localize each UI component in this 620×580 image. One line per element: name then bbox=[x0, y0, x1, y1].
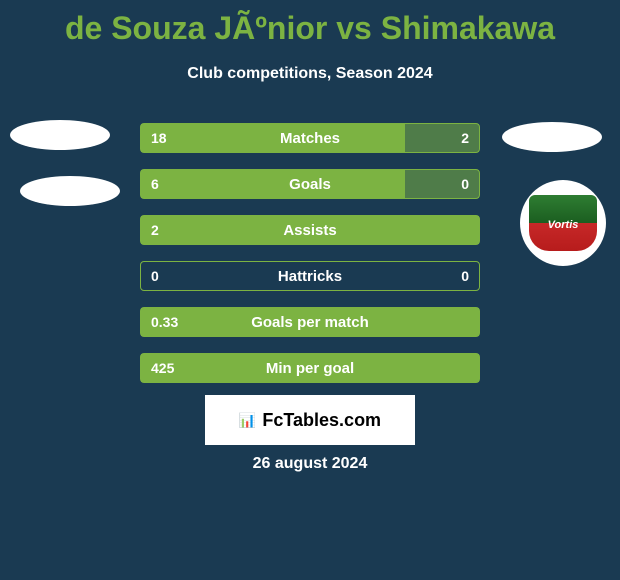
player-left-placeholder-1 bbox=[10, 120, 110, 150]
stat-label: Assists bbox=[141, 222, 479, 239]
team-right-logo: Vortis bbox=[520, 180, 606, 266]
team-logo-shape: Vortis bbox=[529, 195, 597, 251]
player-right-placeholder-1 bbox=[502, 122, 602, 152]
stat-row-min-per-goal: 425 Min per goal bbox=[140, 353, 480, 383]
team-logo-text: Vortis bbox=[529, 219, 597, 231]
player-left-placeholder-2 bbox=[20, 176, 120, 206]
stat-row-assists: 2 Assists bbox=[140, 215, 480, 245]
stat-label: Goals bbox=[141, 176, 479, 193]
footer-brand-text: FcTables.com bbox=[262, 410, 381, 431]
stat-label: Goals per match bbox=[141, 314, 479, 331]
stat-label: Min per goal bbox=[141, 360, 479, 377]
stat-value-right: 2 bbox=[461, 130, 469, 146]
chart-icon: 📊 bbox=[239, 412, 256, 429]
stat-row-hattricks: 0 Hattricks 0 bbox=[140, 261, 480, 291]
footer-date: 26 august 2024 bbox=[0, 455, 620, 473]
page-subtitle: Club competitions, Season 2024 bbox=[0, 65, 620, 83]
stat-label: Matches bbox=[141, 130, 479, 147]
page-title: de Souza JÃºnior vs Shimakawa bbox=[0, 0, 620, 47]
stat-value-right: 0 bbox=[461, 176, 469, 192]
stat-label: Hattricks bbox=[141, 268, 479, 285]
stat-value-right: 0 bbox=[461, 268, 469, 284]
footer-brand-box: 📊 FcTables.com bbox=[205, 395, 415, 445]
stats-bars-container: 18 Matches 2 6 Goals 0 2 Assists 0 Hattr… bbox=[140, 123, 480, 399]
stat-row-goals: 6 Goals 0 bbox=[140, 169, 480, 199]
stat-row-goals-per-match: 0.33 Goals per match bbox=[140, 307, 480, 337]
stat-row-matches: 18 Matches 2 bbox=[140, 123, 480, 153]
